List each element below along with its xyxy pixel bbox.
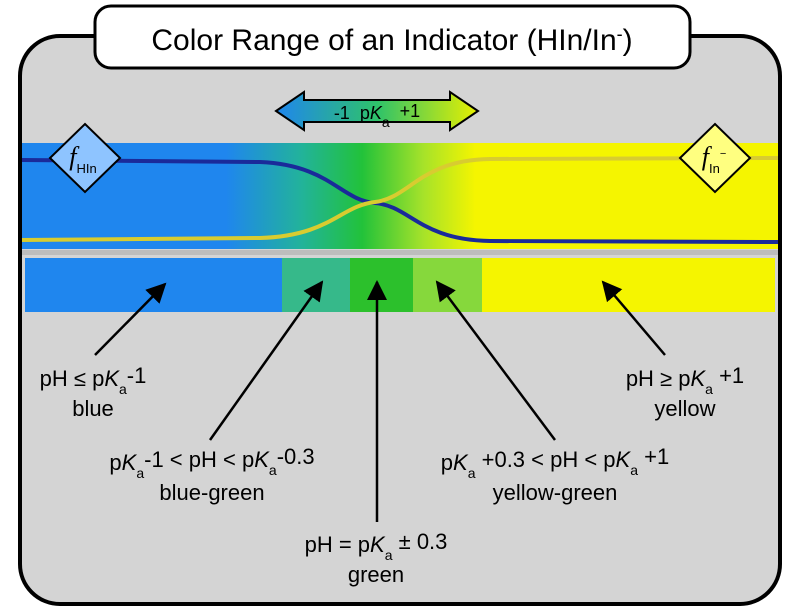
labels: pH ≤ pKa-1 blue pKa-1 < pH < pKa-0.3 blu… <box>40 363 745 587</box>
f-hin: fHIn <box>69 142 96 176</box>
label-line: blue-green <box>159 480 264 505</box>
arrow <box>435 280 557 441</box>
t: a <box>269 462 277 478</box>
t: +0.3 < pH < p <box>476 447 616 472</box>
t: HIn <box>77 161 97 176</box>
hin-diamond <box>48 122 122 194</box>
label-line: pH ≤ pKa-1 <box>40 363 147 397</box>
label-line: green <box>348 562 404 587</box>
t: p <box>441 450 453 475</box>
label-line: pKa +0.3 < pH < pKa +1 <box>441 444 669 481</box>
t: p <box>109 450 121 475</box>
t: a <box>119 381 127 397</box>
arrows <box>94 280 666 522</box>
green-zone <box>350 258 413 312</box>
label-line: pH = pKa ± 0.3 <box>305 529 448 563</box>
separator <box>22 250 778 255</box>
yellow-green-zone <box>413 258 482 312</box>
label-line: pKa-1 < pH < pKa-0.3 <box>109 444 314 481</box>
label-line: pH ≥ pKa +1 <box>626 363 744 397</box>
t: a <box>385 547 393 563</box>
t: K <box>122 450 138 475</box>
t: K <box>690 366 706 391</box>
t: a <box>468 465 476 481</box>
t: K <box>104 366 120 391</box>
blue-green-zone <box>282 258 350 312</box>
label-line: blue <box>72 396 114 421</box>
t: K <box>370 532 386 557</box>
title-box <box>93 4 692 70</box>
t: K <box>254 447 270 472</box>
in-diamond <box>678 122 752 194</box>
t: a <box>630 462 638 478</box>
arrow <box>208 280 324 441</box>
t: f <box>69 142 80 171</box>
t: pH ≥ p <box>626 366 691 391</box>
in-curve <box>21 156 779 242</box>
t: K <box>370 103 383 123</box>
t: K <box>616 447 632 472</box>
range-arrow <box>274 90 480 132</box>
t: -1 <box>127 363 147 388</box>
t: +1 <box>713 363 744 388</box>
arrow-label: -1 pKa +1 <box>334 101 420 130</box>
t: ± 0.3 <box>393 529 448 554</box>
t: +1 <box>638 444 669 469</box>
t: K <box>453 450 469 475</box>
t: -0.3 <box>277 444 315 469</box>
title: Color Range of an Indicator (HIn/In-) <box>151 24 632 57</box>
arrow <box>94 282 167 356</box>
t: a <box>382 114 390 130</box>
arrow <box>601 280 666 356</box>
t: pH = p <box>305 532 370 557</box>
t: -1 < pH < p <box>144 447 254 472</box>
blue-zone <box>25 258 282 312</box>
yellow-zone <box>482 258 775 312</box>
t: pH ≤ p <box>40 366 105 391</box>
t: a <box>705 381 713 397</box>
label-line: yellow-green <box>493 480 618 505</box>
title-sup: - <box>617 24 623 44</box>
title-text: Color Range of an Indicator (HIn/In <box>151 24 616 57</box>
t: − <box>720 148 726 160</box>
t: +1 <box>390 101 421 121</box>
label-line: yellow <box>654 396 715 421</box>
t: In <box>709 161 720 176</box>
t: -1 p <box>334 103 370 123</box>
f-in: fIn− <box>702 142 727 176</box>
t: a <box>136 465 144 481</box>
title-text: ) <box>623 24 633 57</box>
t: f <box>702 142 713 171</box>
